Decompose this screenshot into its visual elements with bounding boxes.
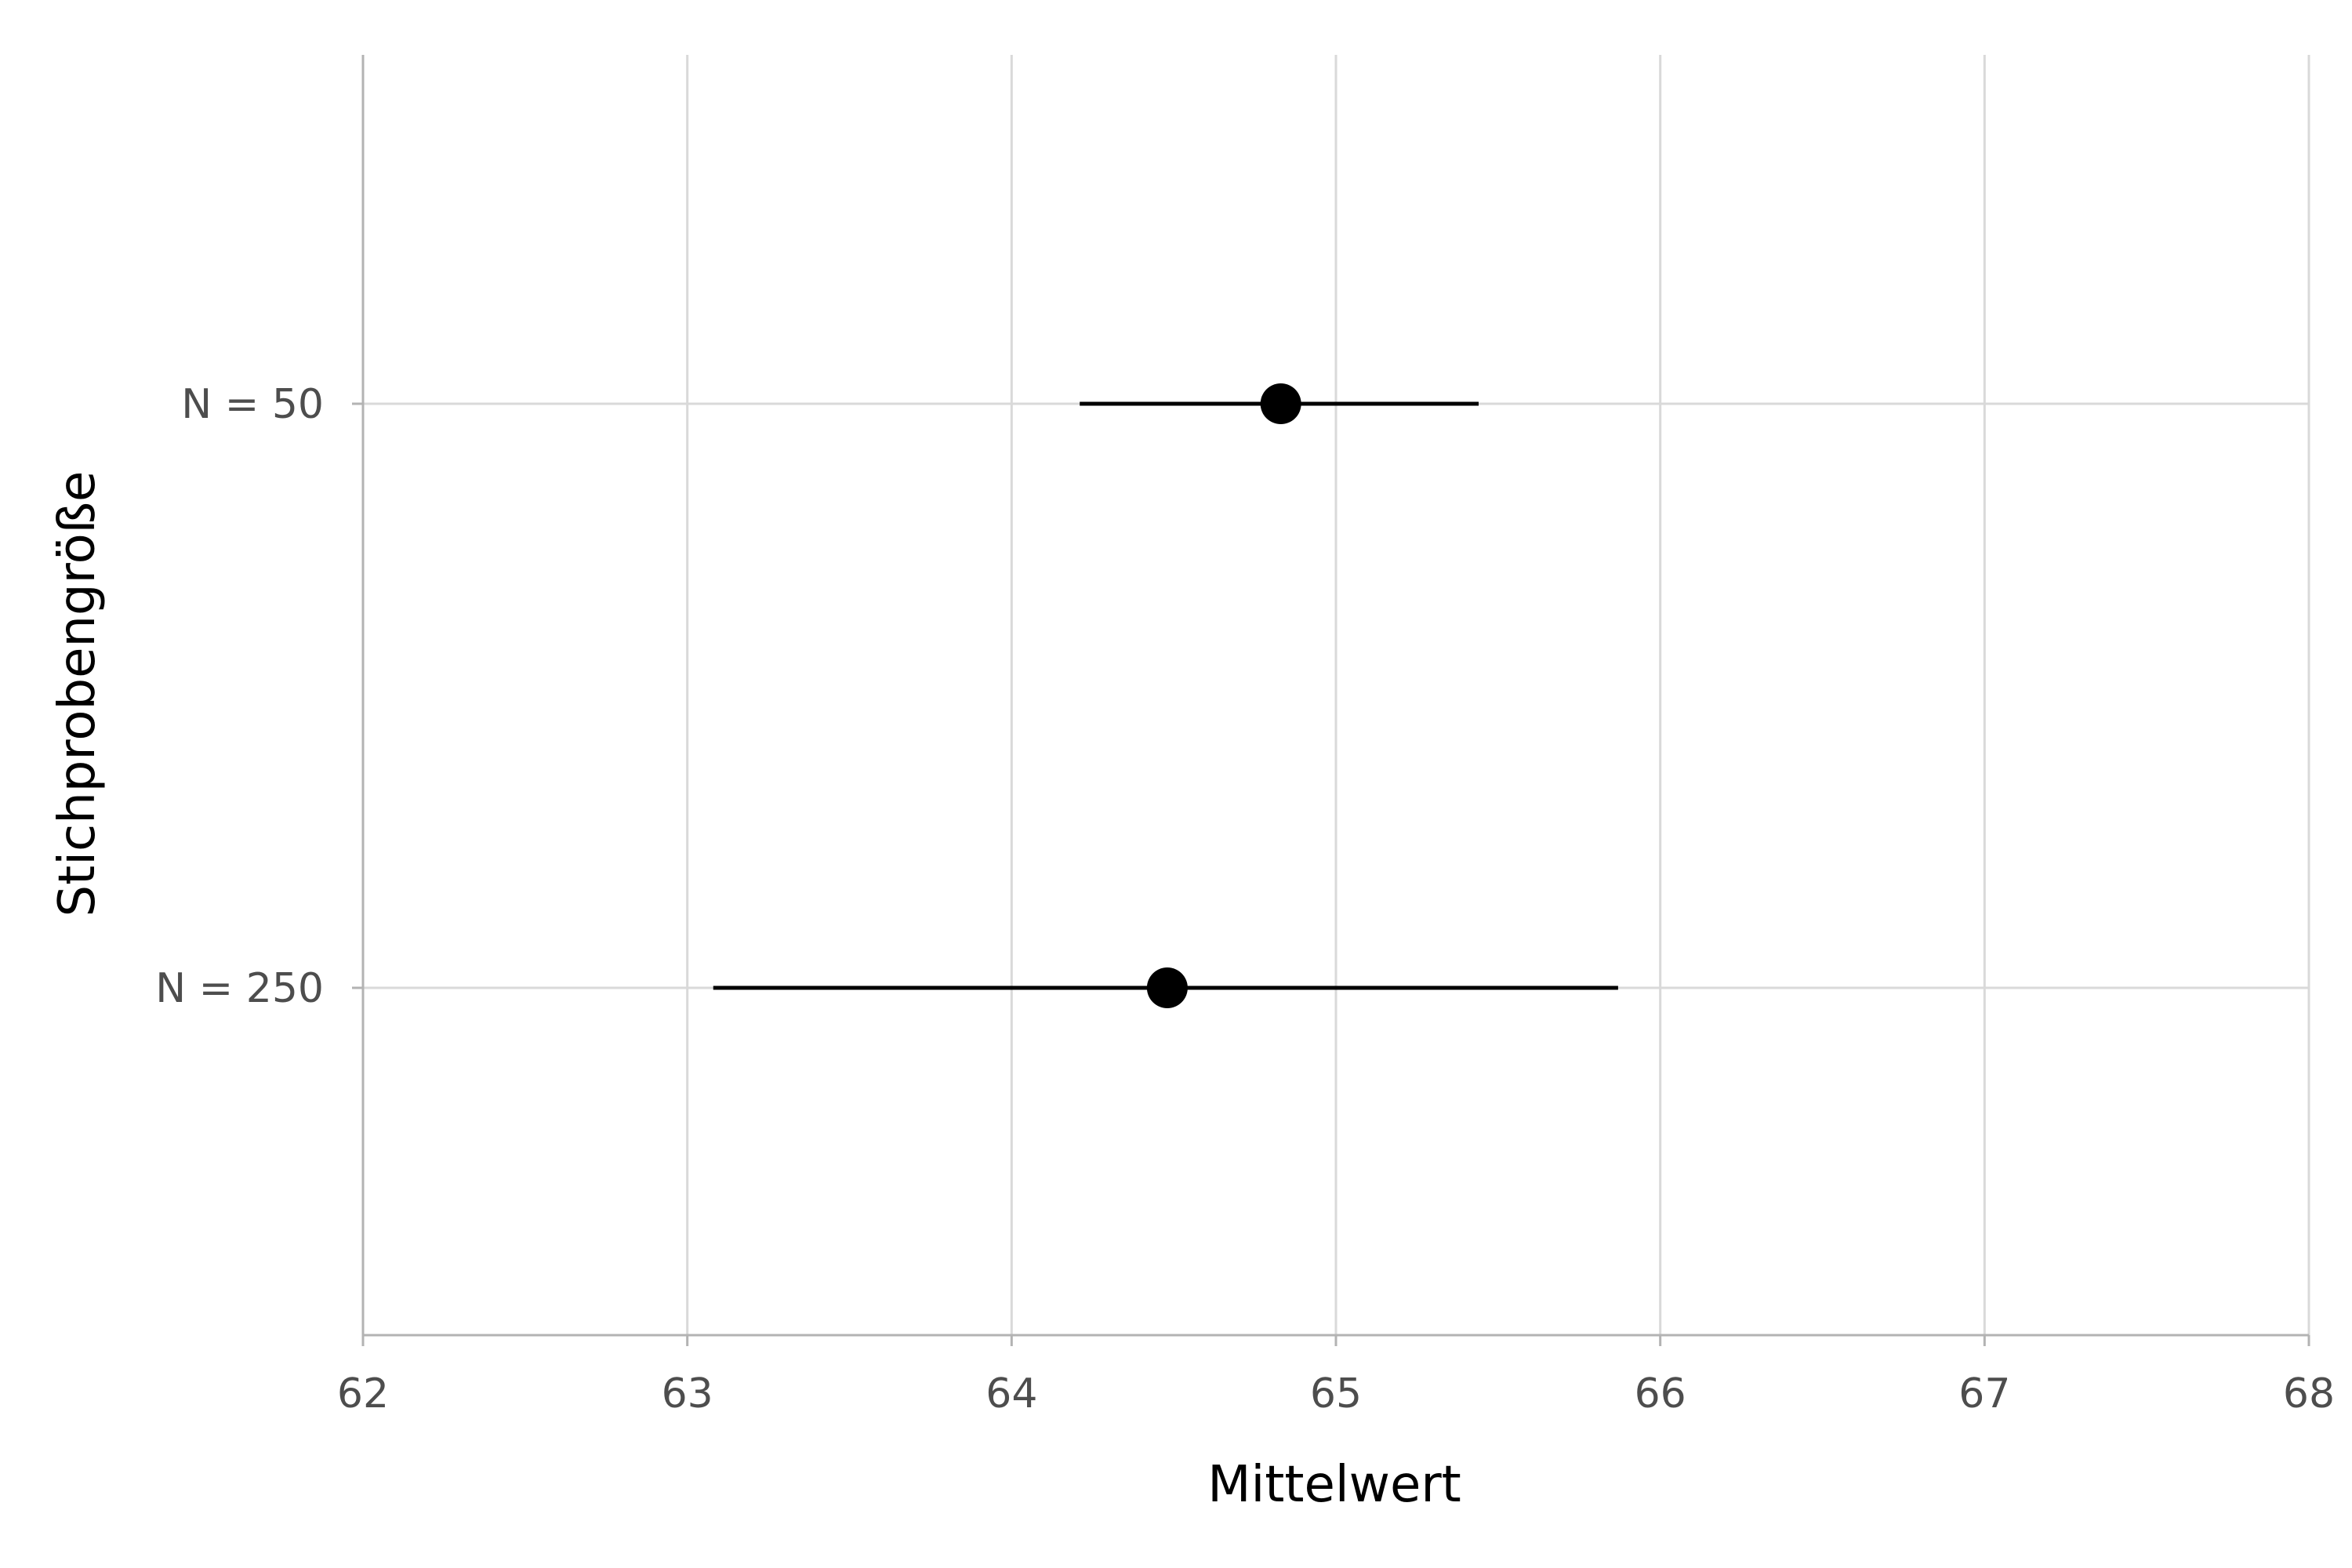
y-tick-label: N = 250: [155, 965, 324, 1012]
x-tick-labels: 62 63 64 65 66 67 68: [337, 1370, 2335, 1417]
x-axis-title: Mittelwert: [1207, 1456, 1461, 1514]
x-tick-label: 64: [985, 1370, 1037, 1417]
x-tick-label: 65: [1310, 1370, 1362, 1417]
data-points: [1146, 383, 1301, 1008]
x-tick-label: 68: [2283, 1370, 2335, 1417]
grid: [361, 55, 2310, 1335]
mean-point: [1260, 383, 1301, 424]
x-tick-label: 66: [1635, 1370, 1686, 1417]
y-tick-label: N = 50: [181, 381, 324, 428]
error-bars: [713, 401, 1618, 990]
y-axis-title: Stichprobengröße: [49, 471, 107, 917]
x-tick-label: 67: [1958, 1370, 2010, 1417]
x-tick-label: 62: [337, 1370, 389, 1417]
mean-point: [1146, 967, 1188, 1008]
axes: [352, 55, 2310, 1346]
y-tick-labels: N = 50 N = 250: [155, 381, 324, 1012]
x-tick-label: 63: [662, 1370, 713, 1417]
